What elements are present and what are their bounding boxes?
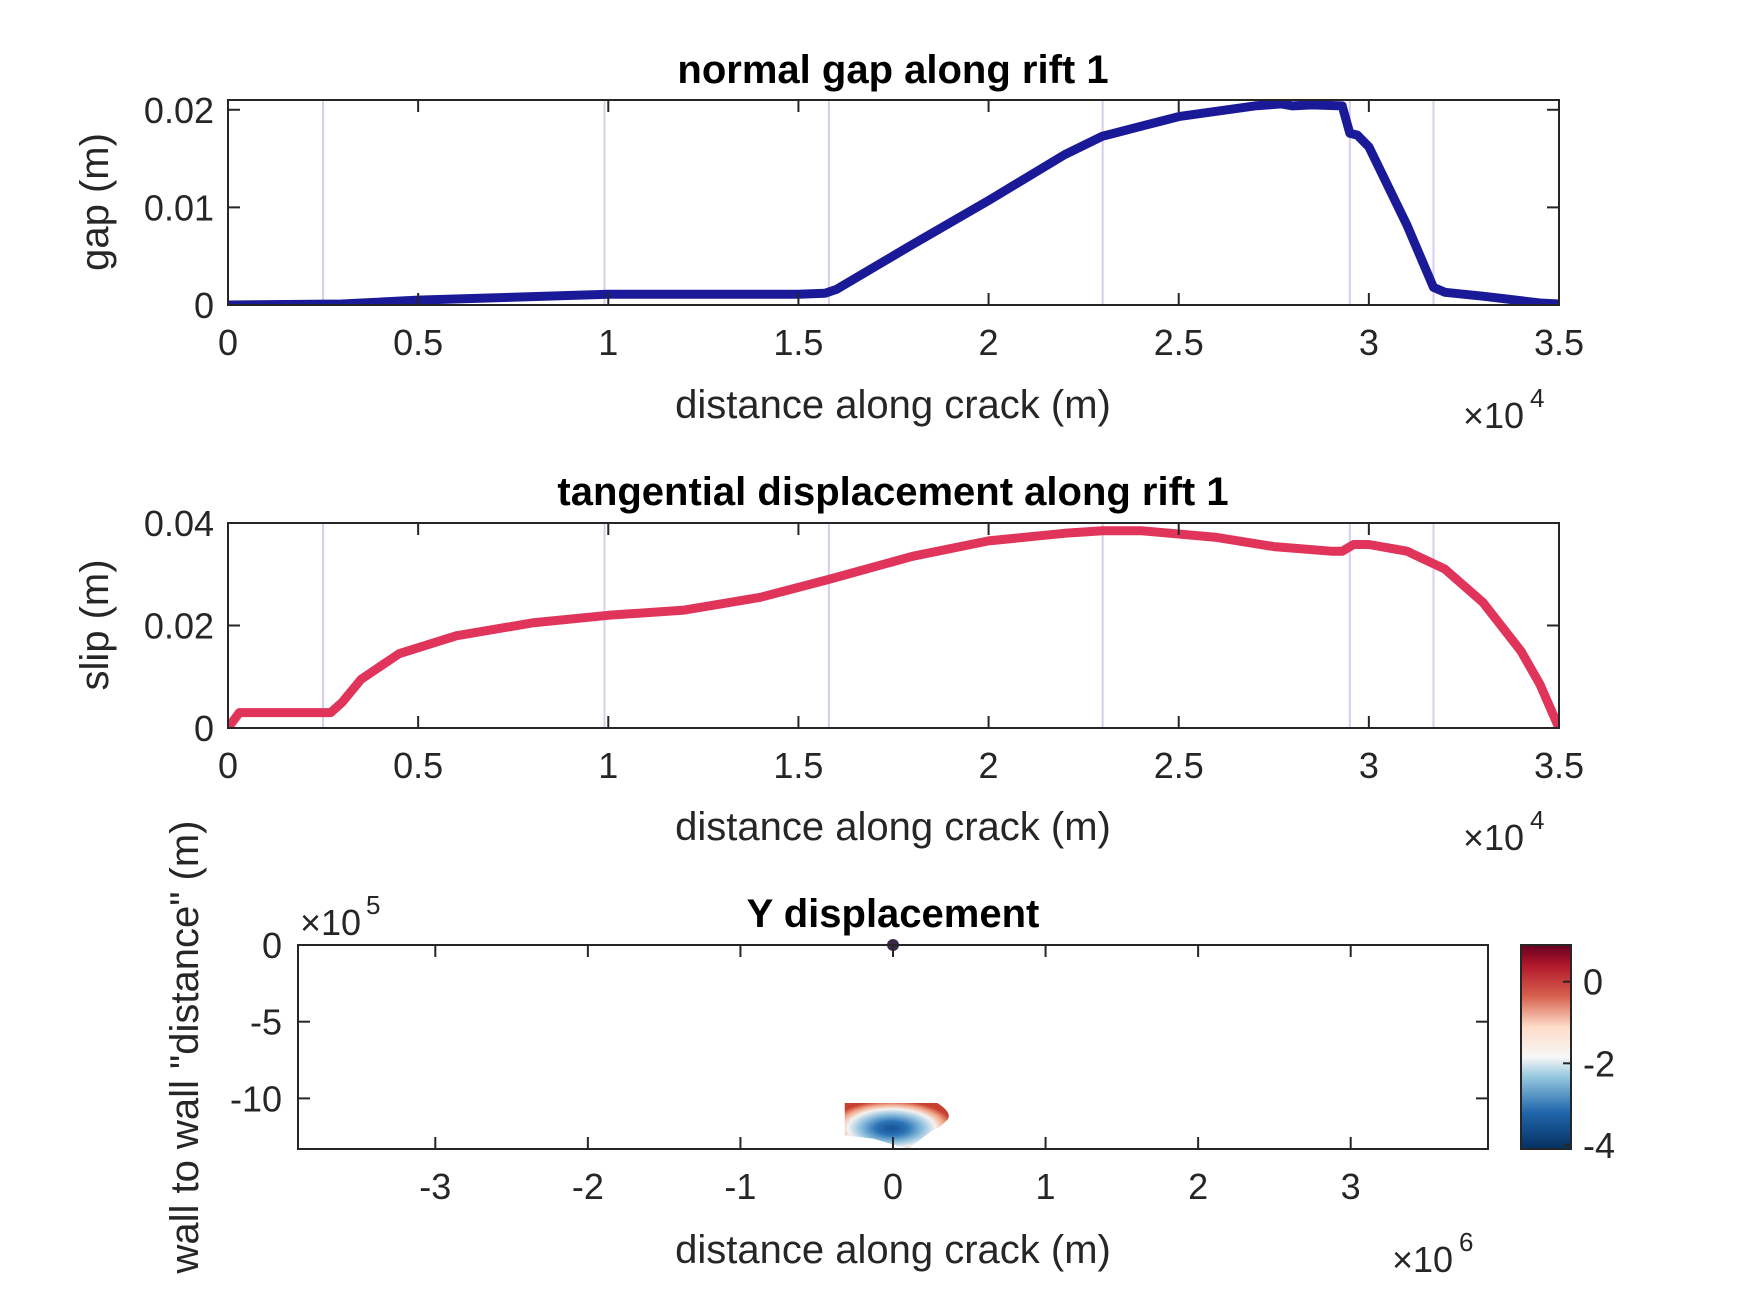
- x-tick-label: -2: [572, 1166, 604, 1207]
- x-ticks: -3 -2 -1 0 1 2 3: [419, 945, 1361, 1207]
- y-tick-label: -10: [230, 1078, 282, 1119]
- series-group: [228, 526, 1559, 728]
- y-ticks: 0 -5 -10: [230, 925, 1488, 1119]
- x-tick-label: 3: [1359, 322, 1379, 363]
- x-tick-label: 1: [1036, 1166, 1056, 1207]
- svg-text:4: 4: [1530, 383, 1544, 413]
- x-tick-label: 2.5: [1154, 322, 1204, 363]
- y-axis-label: gap (m): [73, 133, 117, 271]
- x-tick-label: 1.5: [773, 745, 823, 786]
- svg-text:6: 6: [1459, 1227, 1473, 1257]
- colorbar-gradient: [1520, 944, 1572, 1150]
- axes-frame: [227, 99, 1560, 306]
- x-tick-label: 0: [883, 1166, 903, 1207]
- colorbar-tick-label: -2: [1583, 1043, 1615, 1084]
- svg-text:×10: ×10: [1392, 1239, 1453, 1280]
- x-tick-label: 3.5: [1534, 322, 1584, 363]
- y-tick-label: 0: [194, 708, 214, 749]
- chart-title: normal gap along rift 1: [677, 48, 1108, 92]
- x-tick-label: -3: [419, 1166, 451, 1207]
- x-tick-label: 1: [598, 745, 618, 786]
- x-exponent-label: ×10 6: [1392, 1227, 1473, 1280]
- x-tick-label: 0: [218, 322, 238, 363]
- x-tick-label: 3.5: [1534, 745, 1584, 786]
- x-tick-label: 0: [218, 745, 238, 786]
- y-tick-label: 0.01: [144, 187, 214, 228]
- y-tick-label: -5: [250, 1002, 282, 1043]
- x-axis-label: distance along crack (m): [675, 805, 1111, 849]
- x-tick-label: 1.5: [773, 322, 823, 363]
- x-tick-label: 2: [979, 322, 999, 363]
- x-axis-label: distance along crack (m): [675, 383, 1111, 427]
- x-exponent-label: ×10 4: [1463, 805, 1544, 858]
- vertical-marker-lines: [322, 523, 1435, 728]
- x-tick-label: 3: [1341, 1166, 1361, 1207]
- y-ticks: 0 0.02 0.04: [144, 503, 1559, 749]
- series-line: [228, 526, 1559, 728]
- y-exponent-label: ×10 5: [300, 890, 380, 943]
- x-ticks: 0 0.5 1 1.5 2 2.5 3 3.5: [218, 100, 1584, 363]
- svg-text:×10: ×10: [300, 902, 361, 943]
- x-tick-label: 2.5: [1154, 745, 1204, 786]
- y-ticks: 0 0.01 0.02: [144, 90, 1559, 326]
- colorbar-tick-label: -4: [1583, 1125, 1615, 1166]
- series-line: [228, 100, 1559, 305]
- chart-y-displacement: Y displacement ×10 5 -3 -2 -1 0 1 2 3 0-5-10 d…: [163, 821, 1615, 1280]
- chart-title: tangential displacement along rift 1: [557, 470, 1228, 514]
- x-tick-label: 0.5: [393, 745, 443, 786]
- y-axis-label: wall to wall "distance" (m): [163, 821, 207, 1275]
- x-tick-label: 2: [1188, 1166, 1208, 1207]
- y-axis-label: slip (m): [73, 559, 117, 690]
- chart-slip: tangential displacement along rift 1 0 0.…: [73, 470, 1584, 858]
- axes-frame: [227, 522, 1560, 729]
- svg-text:5: 5: [366, 890, 380, 920]
- svg-text:×10: ×10: [1463, 817, 1524, 858]
- x-exponent-label: ×10 4: [1463, 383, 1544, 436]
- y-tick-label: 0: [262, 925, 282, 966]
- heatmap-area: [844, 1102, 949, 1149]
- colorbar-ticks: 0 -2 -4: [1563, 962, 1615, 1166]
- series-group: [228, 100, 1559, 305]
- y-tick-label: 0: [194, 285, 214, 326]
- x-tick-label: 2: [979, 745, 999, 786]
- x-ticks: 0 0.5 1 1.5 2 2.5 3 3.5: [218, 523, 1584, 786]
- svg-text:4: 4: [1530, 805, 1544, 835]
- y-tick-label: 0.04: [144, 503, 214, 544]
- displacement-patch: [844, 1102, 949, 1149]
- y-tick-label: 0.02: [144, 90, 214, 131]
- x-axis-label: distance along crack (m): [675, 1228, 1111, 1272]
- x-tick-label: 1: [598, 322, 618, 363]
- svg-text:×10: ×10: [1463, 395, 1524, 436]
- x-tick-label: -1: [724, 1166, 756, 1207]
- x-tick-label: 0.5: [393, 322, 443, 363]
- colorbar-tick-label: 0: [1583, 962, 1603, 1003]
- colorbar: 0 -2 -4: [1520, 944, 1615, 1166]
- chart-title: Y displacement: [747, 892, 1040, 936]
- chart-gap: normal gap along rift 1 0 0.5 1 1.5 2 2.5 3 3.5…: [73, 48, 1584, 436]
- vertical-marker-lines: [322, 100, 1435, 305]
- y-tick-label: 0.02: [144, 606, 214, 647]
- x-tick-label: 3: [1359, 745, 1379, 786]
